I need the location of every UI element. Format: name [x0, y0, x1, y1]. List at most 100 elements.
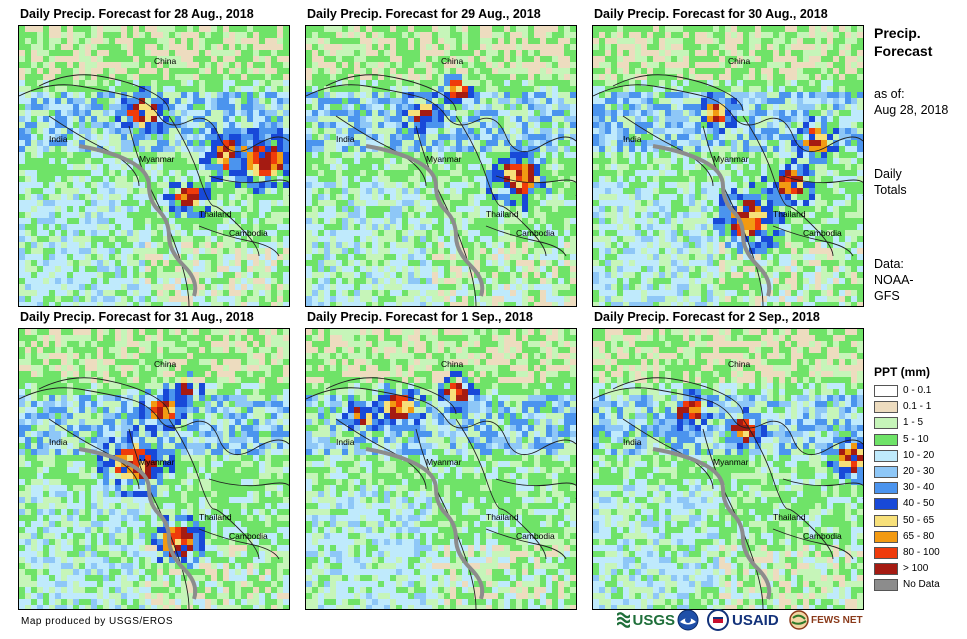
- precip-grid: [593, 329, 863, 609]
- precip-map: China India Myanmar Thailand Cambodia: [305, 25, 577, 307]
- fewsnet-logo: FEWS NET: [789, 606, 863, 634]
- country-border: [772, 528, 854, 560]
- country-border: [38, 74, 170, 112]
- logo-strip: USGS USAID FEWS NET: [617, 606, 863, 636]
- country-border: [208, 175, 289, 196]
- country-border: [485, 225, 567, 257]
- country-border: [208, 478, 289, 499]
- place-label-india: India: [49, 437, 68, 447]
- fewsnet-globe-icon: [789, 610, 809, 630]
- precip-grid: [19, 26, 289, 306]
- place-label-thailand: Thailand: [486, 209, 519, 219]
- place-label-myanmar: Myanmar: [139, 154, 175, 164]
- country-border: [19, 387, 289, 456]
- as-of-value: Aug 28, 2018: [874, 103, 949, 117]
- coastline: [78, 144, 198, 297]
- usaid-logo-text: USAID: [732, 611, 779, 629]
- place-label-thailand: Thailand: [199, 512, 232, 522]
- legend-label: 50 - 65: [903, 514, 935, 526]
- coastline: [652, 144, 772, 297]
- forecast-panel: Daily Precip. Forecast for 31 Aug., 2018…: [18, 310, 305, 610]
- precip-grid: [306, 329, 576, 609]
- place-label-china: China: [441, 56, 464, 66]
- place-label-india: India: [623, 437, 642, 447]
- panel-title: Daily Precip. Forecast for 31 Aug., 2018: [20, 310, 254, 324]
- place-label-thailand: Thailand: [773, 512, 806, 522]
- daily-totals-line2: Totals: [874, 183, 907, 197]
- place-label-thailand: Thailand: [486, 512, 519, 522]
- legend-swatch: [874, 417, 898, 430]
- sidebar-title-line1: Precip.: [874, 25, 921, 41]
- usgs-logo: USGS: [617, 606, 675, 634]
- legend-swatch: [874, 563, 898, 576]
- panel-title: Daily Precip. Forecast for 30 Aug., 2018: [594, 7, 828, 21]
- usaid-seal-icon: [707, 609, 729, 631]
- forecast-panel: Daily Precip. Forecast for 2 Sep., 2018 C…: [592, 310, 879, 610]
- usaid-logo: USAID: [707, 606, 793, 634]
- data-source-line1: Data:: [874, 257, 904, 271]
- place-label-myanmar: Myanmar: [426, 154, 462, 164]
- daily-totals-note: Daily Totals: [874, 166, 907, 198]
- legend-label: 30 - 40: [903, 482, 935, 494]
- coastline: [365, 144, 485, 297]
- country-border: [306, 84, 576, 153]
- legend-swatch: [874, 465, 898, 478]
- country-border: [495, 175, 576, 196]
- country-border: [168, 115, 260, 257]
- daily-totals-line1: Daily: [874, 167, 902, 181]
- country-border: [198, 528, 280, 560]
- place-label-thailand: Thailand: [199, 209, 232, 219]
- legend-swatch: [874, 482, 898, 495]
- legend-swatch: [874, 530, 898, 543]
- place-label-india: India: [336, 437, 355, 447]
- legend-swatch: [874, 514, 898, 527]
- country-border: [455, 418, 547, 560]
- coastline: [365, 447, 485, 600]
- country-border: [772, 225, 854, 257]
- place-label-china: China: [154, 56, 177, 66]
- fewsnet-logo-text: FEWS NET: [811, 614, 863, 626]
- place-label-india: India: [336, 134, 355, 144]
- legend-swatch: [874, 385, 898, 397]
- country-border: [782, 478, 863, 499]
- map-credit: Map produced by USGS/EROS: [21, 616, 174, 627]
- coastline: [652, 447, 772, 600]
- country-border: [306, 387, 576, 456]
- usgs-logo-text: USGS: [632, 611, 675, 629]
- place-label-china: China: [728, 56, 751, 66]
- place-label-cambodia: Cambodia: [803, 531, 842, 541]
- legend-label: 0 - 0.1: [903, 385, 932, 396]
- place-label-cambodia: Cambodia: [516, 531, 555, 541]
- precip-map: China India Myanmar Thailand Cambodia: [592, 25, 864, 307]
- coastline: [78, 447, 198, 600]
- place-label-china: China: [728, 359, 751, 369]
- country-border: [782, 175, 863, 196]
- place-label-myanmar: Myanmar: [139, 457, 175, 467]
- legend-title: PPT (mm): [874, 365, 931, 379]
- legend-swatch: [874, 401, 898, 414]
- place-label-cambodia: Cambodia: [803, 228, 842, 238]
- noaa-logo: [677, 606, 703, 634]
- country-border: [168, 418, 260, 560]
- legend-swatch: [874, 579, 898, 592]
- country-border: [198, 225, 280, 257]
- legend-label: 0.1 - 1: [903, 401, 932, 413]
- place-label-china: China: [154, 359, 177, 369]
- usgs-wave-icon: [617, 612, 631, 628]
- data-source-line3: GFS: [874, 289, 900, 303]
- legend-label: > 100: [903, 563, 929, 575]
- country-border: [325, 74, 457, 112]
- precip-map: China India Myanmar Thailand Cambodia: [18, 25, 290, 307]
- country-border: [593, 84, 863, 153]
- legend-swatch: [874, 433, 898, 446]
- precip-map: China India Myanmar Thailand Cambodia: [305, 328, 577, 610]
- forecast-panel: Daily Precip. Forecast for 29 Aug., 2018…: [305, 7, 592, 307]
- precip-grid: [593, 26, 863, 306]
- precip-map: China India Myanmar Thailand Cambodia: [592, 328, 864, 610]
- panel-title: Daily Precip. Forecast for 1 Sep., 2018: [307, 310, 533, 324]
- place-label-cambodia: Cambodia: [229, 531, 268, 541]
- legend-label: 65 - 80: [903, 530, 935, 542]
- country-border: [612, 74, 744, 112]
- country-border: [742, 418, 834, 560]
- country-border: [38, 377, 170, 415]
